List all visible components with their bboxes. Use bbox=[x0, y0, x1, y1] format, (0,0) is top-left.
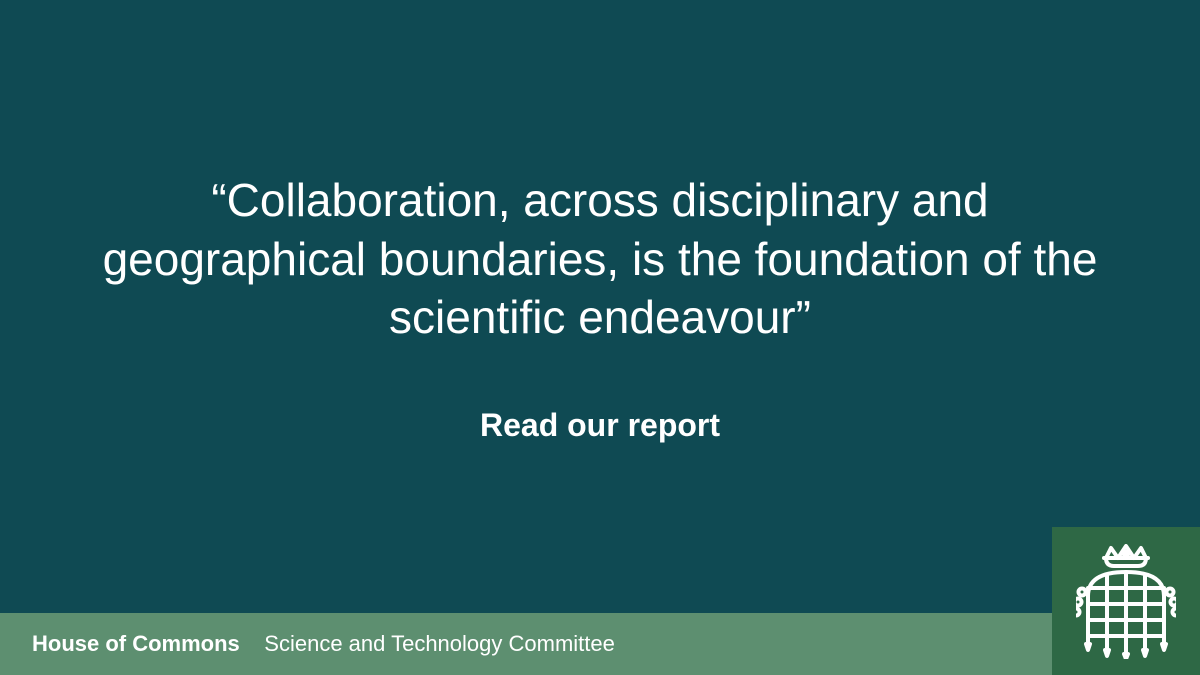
logo-box bbox=[1052, 527, 1200, 675]
footer-bar: House of Commons Science and Technology … bbox=[0, 613, 1200, 675]
portcullis-icon bbox=[1076, 544, 1176, 659]
footer-org-light: Science and Technology Committee bbox=[264, 631, 615, 656]
footer-org-text: House of Commons Science and Technology … bbox=[32, 631, 615, 657]
call-to-action-text: Read our report bbox=[480, 407, 720, 444]
infographic-card: “Collaboration, across disciplinary and … bbox=[0, 0, 1200, 675]
quote-text: “Collaboration, across disciplinary and … bbox=[100, 171, 1100, 348]
footer-org-strong: House of Commons bbox=[32, 631, 240, 656]
main-content-area: “Collaboration, across disciplinary and … bbox=[0, 0, 1200, 675]
footer-separator bbox=[246, 631, 258, 656]
